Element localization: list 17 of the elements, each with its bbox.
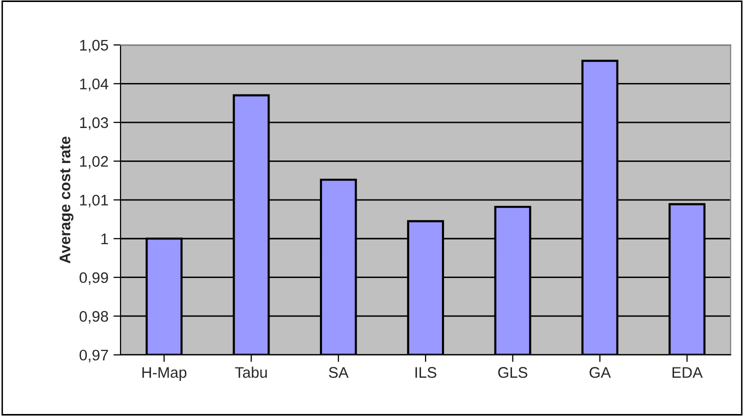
y-tick-label: 0,97 — [80, 350, 108, 362]
y-tick-label: 1,01 — [80, 194, 108, 208]
x-tick-label: GA — [590, 367, 611, 378]
y-tick-label: 1,02 — [80, 156, 108, 169]
x-tick-label: SA — [328, 367, 349, 378]
y-tick-label: 1,04 — [80, 78, 108, 92]
y-tick-label: 1 — [101, 234, 108, 244]
x-tick-label: EDA — [672, 367, 703, 378]
y-axis-title: Average cost rate — [60, 136, 74, 264]
y-tick-label: 0,99 — [80, 272, 108, 285]
x-tick-label: Tabu — [235, 366, 267, 378]
y-tick-label: 0,98 — [80, 310, 108, 324]
x-tick-label: H-Map — [142, 367, 186, 381]
x-tick-label: ILS — [416, 367, 436, 378]
y-tick-label: 1,05 — [80, 40, 108, 52]
y-tick-label: 1,03 — [80, 117, 108, 130]
x-tick-label: GLS — [498, 367, 528, 378]
